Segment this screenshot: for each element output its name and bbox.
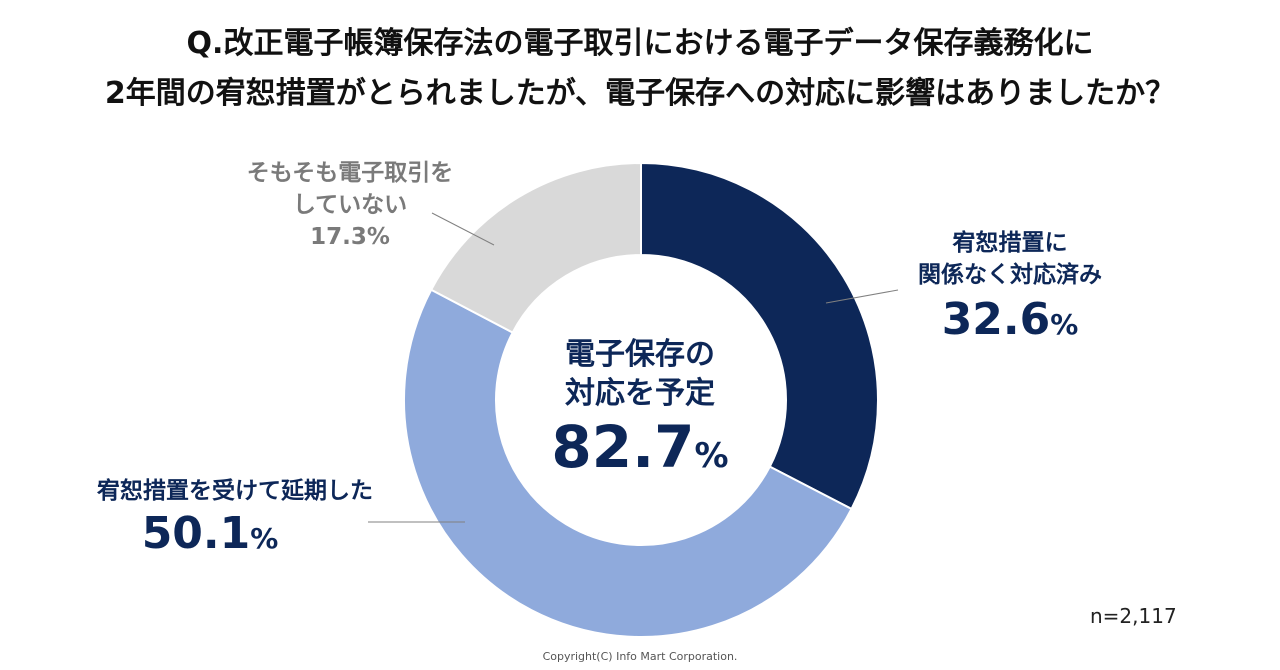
slice-done: [640, 161, 879, 511]
label-done-line1: 宥恕措置に: [952, 230, 1068, 256]
label-done-value: 32.6%: [900, 294, 1120, 346]
center-label-line1: 電子保存の: [565, 337, 715, 372]
center-value: 82.7%: [520, 415, 760, 488]
label-done-unit: %: [1050, 308, 1079, 341]
leader-line-done: [825, 289, 899, 304]
chart-title-line2: 2年間の宥恕措置がとられましたが、電子保存への対応に影響はありましたか？: [104, 76, 1176, 111]
label-postponed-unit: %: [250, 522, 279, 555]
label-none-value: 17.3%: [310, 224, 390, 250]
label-postponed-number: 50.1: [141, 508, 251, 559]
label-done-line2: 関係なく対応済み: [918, 262, 1102, 288]
label-none-line2: していない: [292, 192, 408, 218]
label-postponed-value: 50.1%: [60, 508, 360, 560]
sample-size: n=2,117: [1090, 604, 1177, 628]
leader-lines: [368, 212, 899, 523]
center-label-line2: 対応を予定: [565, 376, 715, 411]
center-value-number: 82.7: [551, 413, 695, 481]
slice-none: [429, 161, 642, 334]
copyright: Copyright(C) Info Mart Corporation.: [542, 650, 738, 663]
label-none-line1: そもそも電子取引を: [246, 160, 454, 186]
leader-line-none: [431, 212, 495, 246]
donut-slices: [402, 161, 879, 638]
label-postponed-line1: 宥恕措置を受けて延期した: [97, 478, 373, 504]
chart-title-line1: Q.改正電子帳簿保存法の電子取引における電子データ保存義務化に: [186, 26, 1094, 61]
label-done-number: 32.6: [941, 294, 1051, 345]
slice-postponed: [402, 288, 853, 638]
center-value-unit: %: [694, 436, 729, 476]
